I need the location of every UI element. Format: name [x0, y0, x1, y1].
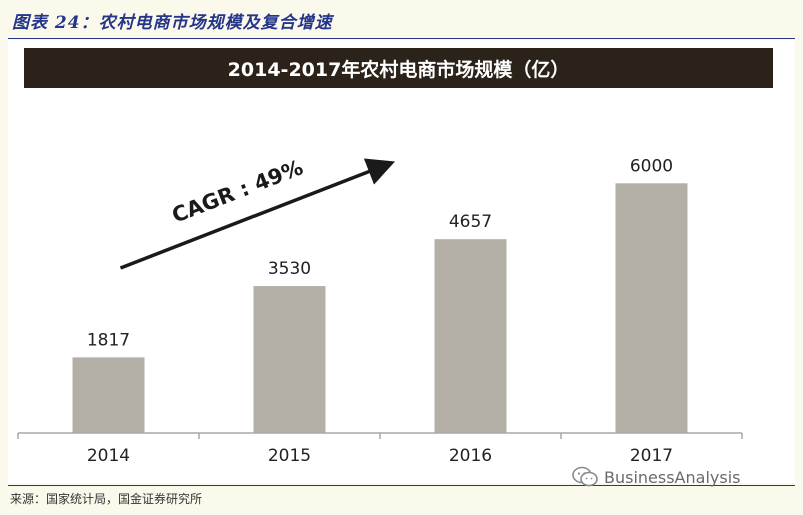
bar-2017	[615, 183, 688, 433]
wechat-icon	[572, 466, 598, 487]
bar-chart: 1817 3530 4657 6000 2014 2015 2016 2017 CAGR :…	[17, 155, 743, 466]
chart-panel: 2014-2017年农村电商市场规模（亿） 1817 3530 4657 6000 2…	[8, 40, 795, 483]
caption-rule	[8, 38, 795, 39]
cagr-label: CAGR : 49%	[169, 155, 307, 227]
bar-2016	[434, 239, 507, 433]
bottom-rule	[8, 485, 795, 486]
tick-label-2015: 2015	[268, 446, 311, 466]
watermark-text: BusinessAnalysis	[604, 467, 741, 487]
bar-2014	[72, 357, 145, 433]
tick-label-2016: 2016	[449, 446, 492, 466]
source-note: 来源：国家统计局，国金证券研究所	[10, 492, 203, 506]
figure-caption: 图表 24：农村电商市场规模及复合增速	[12, 13, 333, 33]
bar-2015	[253, 286, 326, 433]
tick-label-2017: 2017	[630, 446, 673, 466]
value-label-2016: 4657	[449, 212, 492, 232]
value-label-2015: 3530	[268, 259, 311, 279]
tick-label-2014: 2014	[87, 446, 130, 466]
value-label-2017: 6000	[630, 156, 673, 176]
chart-title-bar: 2014-2017年农村电商市场规模（亿）	[24, 48, 773, 88]
value-label-2014: 1817	[87, 330, 130, 350]
cagr-arrow	[119, 158, 396, 270]
chart-title: 2014-2017年农村电商市场规模（亿）	[227, 58, 570, 81]
watermark: BusinessAnalysis	[572, 466, 740, 488]
